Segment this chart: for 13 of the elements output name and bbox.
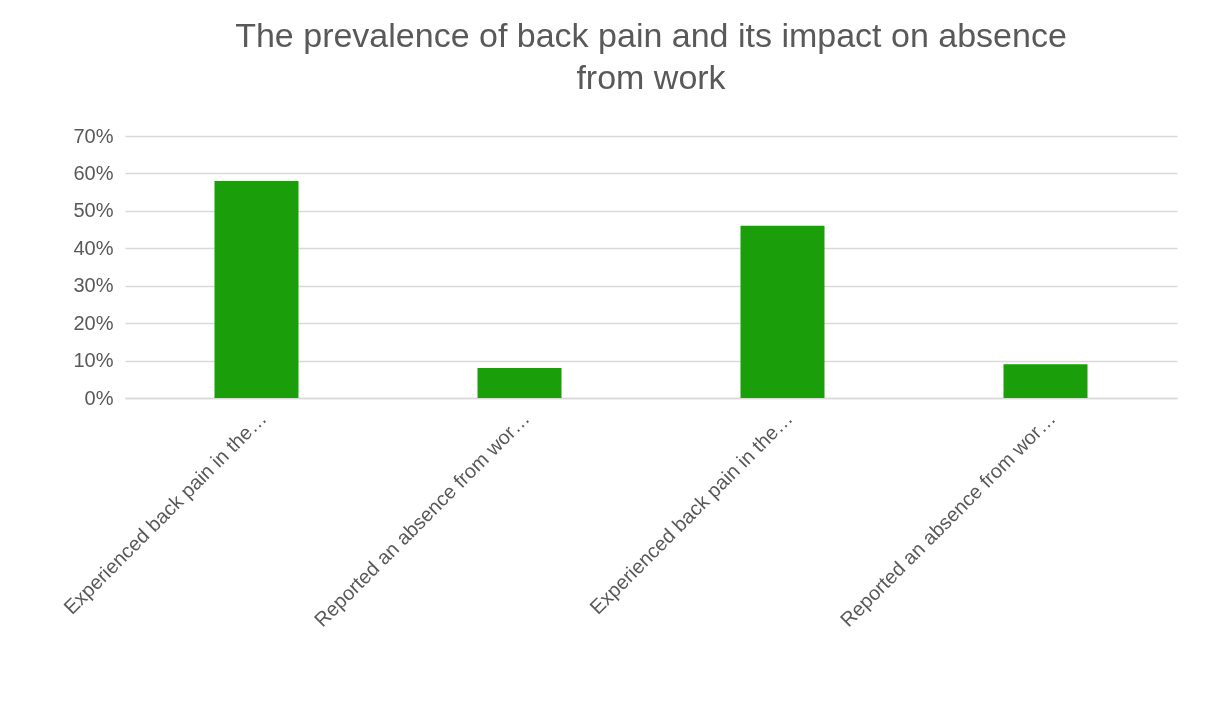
y-tick-label: 40% [73,236,114,259]
bar [477,368,562,398]
bar [1003,364,1088,398]
chart-title: The prevalence of back pain and its impact on absence from work [235,16,1067,96]
y-tick-label: 70% [73,124,114,147]
y-tick-label: 60% [73,161,114,184]
y-tick-label: 10% [73,349,114,372]
y-tick-label: 20% [73,311,114,334]
bar [740,225,825,398]
y-tick-label: 50% [73,199,114,222]
bar [214,180,299,398]
y-tick-label: 30% [73,274,114,297]
y-tick-label: 0% [84,386,114,409]
